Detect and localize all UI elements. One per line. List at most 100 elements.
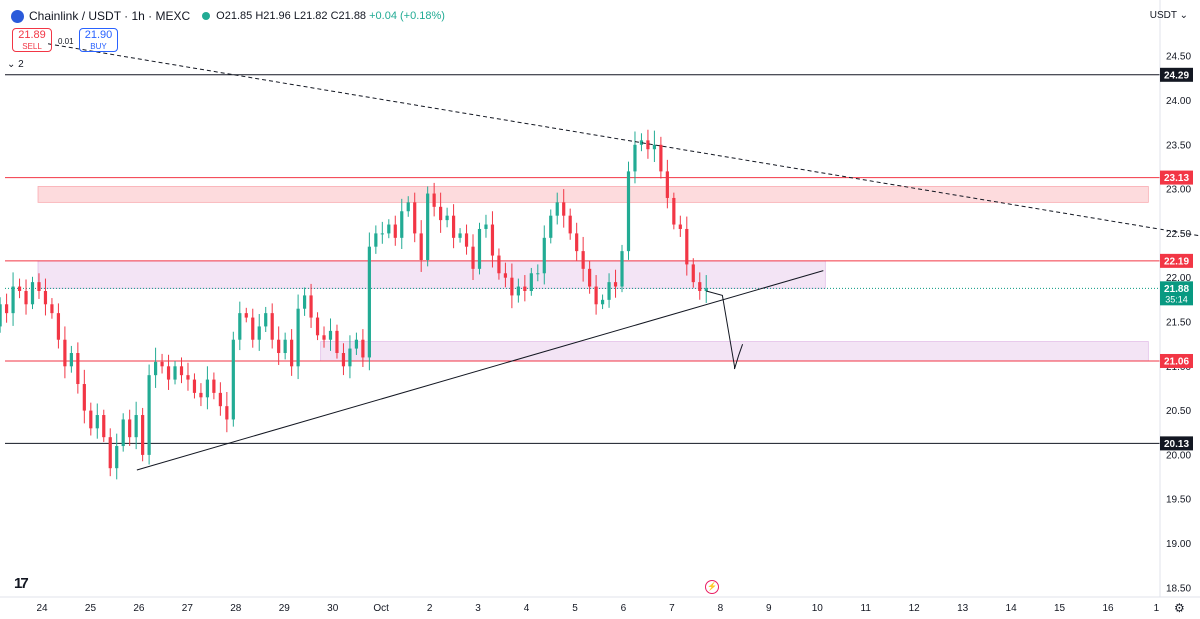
candle — [141, 407, 145, 462]
candle-body — [296, 308, 300, 367]
candle-body — [510, 277, 514, 296]
candle-body — [173, 366, 177, 380]
candle — [562, 189, 566, 228]
indicators-count: 2 — [18, 59, 24, 70]
candle — [89, 402, 93, 436]
price-tick-20.50: 20.50 — [1166, 406, 1191, 417]
candle-body — [302, 295, 307, 309]
price-tag-21.06 — [1160, 353, 1193, 368]
time-tick-16: 16 — [1102, 603, 1114, 614]
candle — [56, 303, 61, 349]
candle-body — [283, 339, 287, 354]
candle — [523, 275, 527, 302]
candle-body — [264, 313, 268, 327]
time-tick-30: 30 — [327, 603, 339, 614]
candle — [413, 192, 417, 243]
candle — [555, 192, 559, 225]
ohlc-close: C21.88 — [330, 10, 367, 22]
currency-selector[interactable]: USDT ⌄ — [1150, 10, 1188, 21]
flash-icon[interactable]: ⚡ — [705, 580, 719, 594]
candle-body — [704, 288, 708, 291]
candle — [283, 332, 287, 360]
candle — [4, 293, 9, 323]
ohlc-open: O21.85 — [216, 10, 253, 22]
candle-body — [646, 140, 650, 150]
spread-value: 0.01 — [58, 37, 74, 46]
candle — [620, 244, 624, 293]
ohlc-change: +0.04 (+0.18%) — [369, 10, 445, 22]
candle-body — [562, 202, 566, 216]
price-tick-19.00: 19.00 — [1166, 539, 1191, 550]
candle-body — [244, 313, 248, 318]
candle-body — [328, 330, 333, 340]
candle-body — [341, 353, 346, 367]
zone-1[interactable] — [37, 186, 1149, 203]
candle-body — [89, 410, 93, 429]
price-tag-24.29 — [1160, 67, 1193, 82]
candle — [503, 262, 508, 288]
buy-button[interactable]: 21.90 BUY — [79, 28, 118, 52]
bar-countdown-text: 35:14 — [1165, 294, 1188, 304]
candle-body — [309, 295, 313, 318]
candle — [296, 294, 300, 380]
candle — [134, 401, 138, 450]
time-tick-5: 5 — [572, 603, 578, 614]
candle-body — [484, 224, 488, 229]
candle — [257, 314, 261, 351]
candle-body — [464, 233, 469, 247]
tradingview-logo-icon[interactable]: 17 — [14, 575, 29, 592]
symbol-title[interactable]: Chainlink / USDT · 1h · MEXC — [29, 9, 191, 23]
sell-button[interactable]: 21.89 SELL — [12, 28, 52, 52]
candle-body — [153, 361, 158, 376]
time-tick-29: 29 — [279, 603, 291, 614]
candle-body — [536, 273, 540, 275]
candle — [445, 207, 449, 228]
candle-body — [186, 375, 190, 380]
candle-body — [199, 392, 203, 398]
candle — [652, 130, 657, 162]
projection-arrow[interactable] — [706, 290, 744, 370]
candle-body — [218, 392, 222, 407]
price-tag-text-23.13: 23.13 — [1164, 173, 1189, 184]
price-tick-22.00: 22.00 — [1166, 273, 1191, 284]
candle-body — [367, 246, 371, 358]
symbol-header: Chainlink / USDT · 1h · MEXC O21.85 H21.… — [11, 9, 445, 23]
candle — [0, 297, 2, 333]
candle-body — [11, 286, 15, 314]
candle — [238, 301, 242, 351]
candle-body — [37, 282, 41, 291]
candle-body — [63, 339, 67, 367]
time-tick-12: 12 — [909, 603, 921, 614]
price-tag-22.19 — [1160, 253, 1193, 268]
candle — [205, 366, 210, 410]
candle — [516, 278, 520, 303]
candle — [11, 272, 15, 326]
candle — [633, 131, 637, 184]
candle-body — [633, 144, 637, 172]
buy-price: 21.90 — [84, 29, 113, 41]
candle — [678, 215, 682, 237]
time-tick-15: 15 — [1054, 603, 1066, 614]
trendline-1[interactable] — [136, 270, 824, 471]
candle-body — [626, 171, 631, 252]
settings-icon[interactable]: ⚙ — [1174, 601, 1185, 615]
trendline-2[interactable] — [47, 43, 1200, 242]
zone-2[interactable] — [37, 260, 826, 289]
time-tick-24: 24 — [36, 603, 48, 614]
candle — [497, 248, 501, 280]
candle — [639, 133, 644, 152]
candle-body — [490, 224, 495, 256]
candle — [607, 273, 611, 308]
candle-body — [354, 339, 359, 349]
time-tick-2: 2 — [427, 603, 433, 614]
price-tag-text-24.29: 24.29 — [1164, 70, 1189, 81]
indicators-toggle[interactable]: ⌄ 2 — [7, 59, 24, 70]
zone-3[interactable] — [320, 341, 1149, 362]
time-tick-26: 26 — [133, 603, 145, 614]
candle-body — [516, 286, 520, 296]
candle — [309, 283, 313, 328]
candle-body — [497, 255, 501, 274]
candle — [439, 192, 443, 233]
